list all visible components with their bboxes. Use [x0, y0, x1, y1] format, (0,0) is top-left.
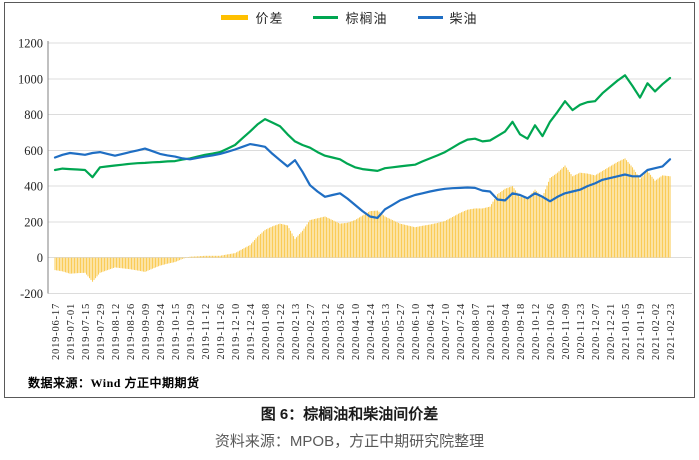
x-tick-label: 2020-07-10: [441, 303, 452, 360]
x-tick-label: 2020-03-26: [336, 303, 347, 360]
x-tick-label: 2019-07-15: [81, 303, 92, 360]
x-tick-label: 2019-08-26: [126, 303, 137, 360]
palm-oil-line-swatch-icon: [313, 16, 339, 19]
x-tick-label: 2020-02-27: [306, 303, 317, 360]
y-tick-label: 200: [24, 215, 43, 229]
chart-legend: 价差 棕榈油 柴油: [0, 8, 699, 27]
x-tick-label: 2019-07-29: [96, 303, 107, 360]
x-tick-label: 2019-08-12: [111, 303, 122, 360]
x-tick-label: 2019-09-09: [141, 303, 152, 360]
x-tick-label: 2020-01-08: [261, 303, 272, 360]
x-tick-label: 2020-04-10: [351, 303, 362, 360]
x-tick-label: 2020-05-13: [381, 303, 392, 360]
x-tick-label: 2019-11-12: [201, 303, 212, 360]
y-tick-label: 800: [24, 108, 43, 122]
chart-frame: [4, 2, 695, 398]
spread-bars: [54, 158, 671, 282]
x-tick-label: 2019-09-24: [156, 303, 167, 360]
x-tick-label: 2020-06-10: [411, 303, 422, 360]
diesel-line: [53, 143, 672, 219]
x-tick-label: 2020-03-12: [321, 303, 332, 360]
y-tick-label: -200: [20, 287, 43, 301]
x-tick-label: 2020-11-09: [561, 303, 572, 360]
x-tick-label: 2020-05-27: [396, 303, 407, 360]
x-tick-label: 2019-12-10: [231, 303, 242, 360]
x-tick-label: 2020-02-13: [291, 303, 302, 360]
x-tick-label: 2020-08-21: [486, 303, 497, 360]
y-tick-label: 400: [24, 180, 43, 194]
x-tick-label: 2019-11-26: [216, 303, 227, 360]
y-tick-label: 1000: [18, 72, 43, 86]
legend-label-diesel: 柴油: [449, 11, 478, 26]
legend-label-spread: 价差: [255, 11, 284, 26]
y-tick-label: 600: [24, 144, 43, 158]
x-tick-label: 2020-04-24: [366, 303, 377, 360]
figure-caption-source: 资料来源：MPOB，方正中期研究院整理: [214, 433, 485, 450]
x-tick-label: 2020-10-26: [546, 303, 557, 360]
x-tick-label: 2021-01-05: [621, 303, 632, 360]
data-source-note: 数据来源：Wind 方正中期期货: [28, 376, 200, 390]
x-tick-label: 2019-10-29: [186, 303, 197, 360]
x-tick-label: 2020-12-21: [606, 303, 617, 360]
x-tick-label: 2020-06-24: [426, 303, 437, 360]
figure-caption-title: 图 6：棕榈油和柴油间价差: [260, 406, 439, 423]
x-tick-label: 2019-07-01: [66, 303, 77, 360]
x-axis-tick-labels: 2019-06-17 2019-07-01 2019-07-15 2019-07-29…: [51, 303, 677, 360]
x-tick-label: 2019-12-24: [246, 303, 257, 360]
diesel-line-swatch-icon: [417, 16, 443, 19]
x-tick-label: 2020-07-24: [456, 303, 467, 360]
x-tick-label: 2021-02-02: [651, 303, 662, 360]
legend-item-diesel: 柴油: [417, 8, 478, 27]
x-tick-label: 2020-11-23: [576, 303, 587, 360]
palm-oil-line: [53, 74, 672, 179]
x-tick-label: 2020-09-18: [516, 303, 527, 360]
x-tick-label: 2021-02-23: [666, 303, 677, 360]
x-tick-label: 2020-10-12: [531, 303, 542, 360]
legend-label-palm-oil: 棕榈油: [345, 11, 388, 26]
x-tick-label: 2020-09-04: [501, 303, 512, 360]
spread-bar-swatch-icon: [221, 15, 249, 20]
y-axis-tick-labels: -200 0 200 400 600 800 1000 1200: [18, 37, 43, 301]
x-tick-label: 2019-06-17: [51, 303, 62, 360]
y-tick-label: 0: [37, 251, 43, 265]
legend-item-palm-oil: 棕榈油: [313, 8, 387, 27]
x-tick-label: 2020-08-07: [471, 303, 482, 360]
x-tick-label: 2020-01-22: [276, 303, 287, 360]
x-tick-label: 2020-12-07: [591, 303, 602, 360]
x-tick-label: 2021-01-19: [636, 303, 647, 360]
y-tick-label: 1200: [18, 37, 43, 51]
x-tick-label: 2019-10-15: [171, 303, 182, 360]
legend-item-spread: 价差: [221, 8, 283, 27]
